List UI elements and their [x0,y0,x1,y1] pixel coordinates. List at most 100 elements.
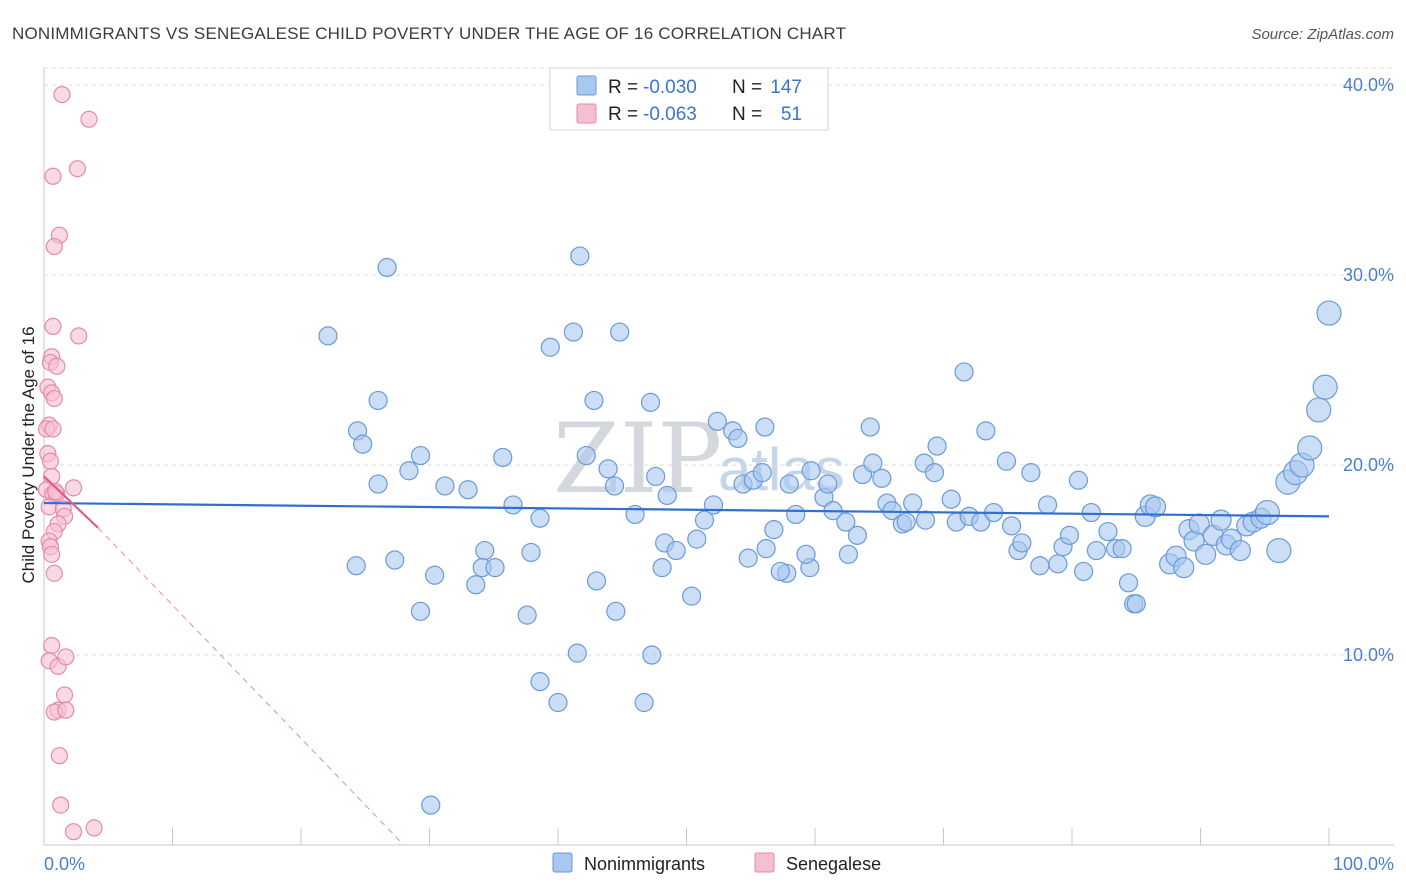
nonimmigrants-point [1144,496,1167,518]
nonimmigrants-point [548,692,568,713]
senegalese-point [45,389,63,408]
nonimmigrants-point [996,451,1017,471]
nonimmigrants-point [915,510,936,530]
nonimmigrants-point [836,512,856,532]
nonimmigrants-point [646,466,666,487]
nonimmigrants-point [1068,470,1089,490]
nonimmigrants-point [530,508,550,528]
nonimmigrants-point [410,445,431,466]
nonimmigrants-trend-line [43,501,1330,518]
nonimmigrants-point [1306,397,1332,423]
nonimmigrants-point [976,421,996,441]
series-legend: Nonimmigrants Senegalese [552,852,881,874]
nonimmigrants-point [863,453,883,473]
nonimmigrants-point [1086,540,1107,561]
nonimmigrants-point [1118,573,1139,593]
nonimmigrants-point [1098,521,1118,542]
nonimmigrants-point [872,468,892,488]
senegalese-point [45,564,63,582]
y-axis-tick-labels: 10.0% 20.0% 30.0% 40.0% [1343,75,1394,665]
senegalese-point [43,545,61,563]
nonimmigrants-point [399,461,419,481]
nonimmigrants-point [353,434,373,454]
senegalese-point [43,636,61,655]
series-legend-label-nonimmigrants: Nonimmigrants [584,854,705,874]
nonimmigrants-point [634,692,654,713]
legend-n-label-1: N = [732,77,762,98]
nonimmigrants-point [1059,525,1080,545]
nonimmigrants-point [779,474,799,494]
nonimmigrants-point [1048,554,1068,574]
nonimmigrants-point [954,362,974,382]
nonimmigrants-point [567,643,587,663]
nonimmigrants-point [466,575,486,595]
nonimmigrants-point [1081,502,1101,523]
nonimmigrants-point [368,474,388,494]
nonimmigrants-point [1112,539,1132,559]
nonimmigrants-point [1173,557,1195,579]
nonimmigrants-point [738,548,758,568]
senegalese-point [52,796,70,814]
nonimmigrants-point [425,565,445,585]
nonimmigrants-point [346,556,366,576]
nonimmigrants-point [640,392,661,412]
nonimmigrants-point [752,463,772,483]
nonimmigrants-point [1210,509,1232,531]
chart-title: NONIMMIGRANTS VS SENEGALESE CHILD POVERT… [12,24,846,43]
senegalese-point [80,110,98,128]
nonimmigrants-point [570,246,590,266]
nonimmigrants-point [838,544,859,564]
nonimmigrants-point [903,493,923,513]
legend-r-label-1: R = [608,77,638,98]
legend-n-label-2: N = [732,104,762,125]
y-tick-label: 10.0% [1343,645,1394,665]
nonimmigrants-point [1021,463,1041,483]
senegalese-point [45,237,63,256]
senegalese-point [50,747,69,765]
nonimmigrants-point [485,558,505,578]
nonimmigrants-point [318,326,338,346]
nonimmigrants-point [584,390,604,411]
chart-source: Source: ZipAtlas.com [1251,26,1394,43]
nonimmigrants-point [1037,495,1058,515]
nonimmigrants-point [703,495,724,515]
series-legend-swatch-senegalese [754,852,775,873]
senegalese-point [64,823,83,841]
nonimmigrants-point [530,672,550,692]
nonimmigrants-point [1229,539,1251,562]
nonimmigrants-point [368,390,388,411]
nonimmigrants-point [1297,435,1323,461]
nonimmigrants-point [764,520,784,540]
nonimmigrants-point [604,476,625,496]
nonimmigrants-point [707,411,727,431]
senegalese-point [41,452,60,470]
nonimmigrants-point [606,601,626,621]
y-tick-label: 20.0% [1343,455,1394,475]
nonimmigrants-point [503,495,523,515]
nonimmigrants-point [941,489,961,509]
nonimmigrants-point [377,257,397,278]
nonimmigrants-point [756,539,776,559]
legend-n-value-2: 51 [781,104,802,125]
nonimmigrants-point [1030,556,1050,576]
senegalese-point [48,357,66,375]
series-legend-swatch-nonimmigrants [552,852,573,873]
nonimmigrants-point [1002,516,1022,536]
nonimmigrants-point [576,445,596,466]
nonimmigrants-point [517,605,537,625]
y-tick-label: 40.0% [1343,75,1394,95]
senegalese-point [46,483,65,501]
nonimmigrants-point [652,558,672,578]
nonimmigrants-point [1126,594,1146,614]
nonimmigrants-point [410,601,431,621]
legend-r-value-2: -0.063 [643,104,697,125]
senegalese-point [68,160,87,178]
stats-legend: R = -0.030 N = 147 R = -0.063 N = 51 [549,67,829,131]
nonimmigrants-point [1316,300,1342,326]
nonimmigrants-point [666,540,686,561]
nonimmigrants-point [860,417,880,437]
nonimmigrants-point [586,571,607,591]
senegalese-point [44,167,62,185]
nonimmigrants-point [475,540,495,561]
